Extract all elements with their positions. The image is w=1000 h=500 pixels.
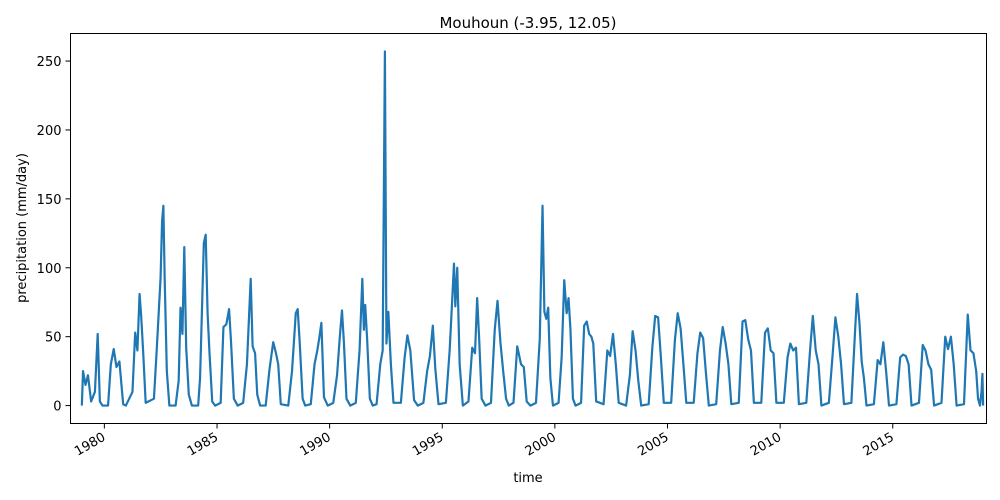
y-tick-label: 250 xyxy=(37,55,62,70)
series-line-0 xyxy=(80,50,985,407)
y-axis-title: precipitation (mm/day) xyxy=(15,153,30,303)
y-tick-label: 200 xyxy=(37,124,62,139)
plot-area-frame xyxy=(70,33,987,424)
y-tick-label: 100 xyxy=(37,262,62,277)
plot-layer xyxy=(80,50,985,407)
y-tick-label: 150 xyxy=(37,193,62,208)
x-axis-title: time xyxy=(513,471,542,486)
chart-title: Mouhoun (-3.95, 12.05) xyxy=(439,14,616,32)
y-tick-label: 0 xyxy=(53,400,61,415)
y-tick-label: 50 xyxy=(45,331,62,346)
